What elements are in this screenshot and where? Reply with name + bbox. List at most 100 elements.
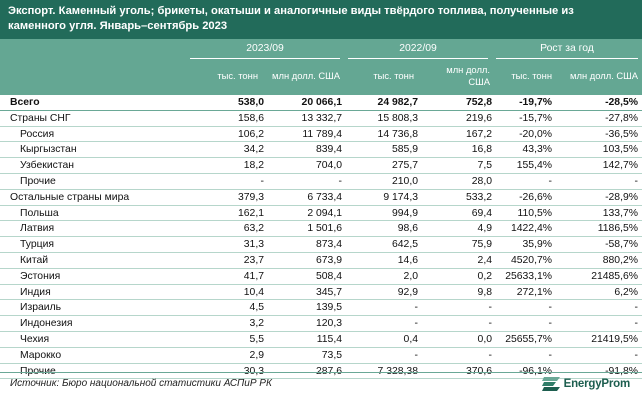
table-cell: 92,9 [397, 286, 418, 298]
row-label: Остальные страны мира [10, 191, 130, 203]
table-cell: 2 094,1 [307, 207, 342, 219]
table-cell: 98,6 [397, 223, 418, 235]
unit-header: тыс. тонн [373, 70, 414, 81]
row-label: Латвия [20, 223, 55, 235]
table-cell: 13 332,7 [301, 112, 342, 124]
table-cell: 0,2 [477, 270, 492, 282]
table-cell: 14,6 [397, 254, 418, 266]
table-cell: 4,5 [249, 302, 264, 314]
table-row: Всего 20 066,1 538,0 24 982,7 752,8 -19,7% -28… [0, 95, 642, 111]
table-cell: - [488, 318, 492, 330]
table-cell: 5,5 [249, 333, 264, 345]
table-cell: 110,5% [517, 207, 552, 219]
table-cell: 9 174,3 [383, 191, 418, 203]
table-cell: 880,2% [602, 254, 638, 266]
table-cell: 994,9 [391, 207, 418, 219]
row-label: Индонезия [20, 318, 73, 330]
table-row: Прочие - - 210,0 28,0 - - [0, 174, 642, 190]
header-rule [190, 58, 340, 59]
table-cell: 873,4 [315, 239, 342, 251]
table-cell: 25655,7% [505, 333, 552, 345]
table-cell: 139,5 [315, 302, 342, 314]
table-cell: 4,9 [477, 223, 492, 235]
table-cell: -20,0% [519, 128, 552, 140]
table-row: Прочие 287,6 30,3 7 328,38 370,6 -96,1% -91,8% [0, 364, 642, 380]
table-cell: 3,2 [249, 318, 264, 330]
table-cell: - [548, 349, 552, 361]
table-row: Узбекистан 704,0 18,2 275,7 7,5 155,4% 142,7% [0, 158, 642, 174]
unit-header: млн долл. США [446, 64, 490, 87]
table-cell: 142,7% [602, 160, 638, 172]
table-cell: 69,4 [471, 207, 492, 219]
table-cell: 10,4 [243, 286, 264, 298]
table-row: Марокко 73,5 2,9 - - - - [0, 348, 642, 364]
table-cell: 704,0 [315, 160, 342, 172]
table-cell: 41,7 [243, 270, 264, 282]
table-row: Латвия 1 501,6 63,2 98,6 4,9 1422,4% 1186,5% [0, 221, 642, 238]
table-cell: -58,7% [605, 239, 638, 251]
table-cell: 73,5 [321, 349, 342, 361]
table-row: Индия 345,7 10,4 92,9 9,8 272,1% 6,2% [0, 285, 642, 301]
table-cell: 370,6 [465, 365, 492, 377]
row-label: Россия [20, 128, 55, 140]
table-cell: - [548, 175, 552, 187]
table-title: Экспорт. Каменный уголь; брикеты, окатыш… [0, 0, 642, 39]
table-cell: 673,9 [315, 254, 342, 266]
table-cell: 34,2 [243, 144, 264, 156]
table-cell: 219,6 [465, 112, 492, 124]
row-label: Израиль [20, 302, 62, 314]
unit-header: млн долл. США [570, 70, 638, 81]
row-label: Польша [20, 207, 59, 219]
table-cell: 14 736,8 [377, 128, 418, 140]
table-cell: 7,5 [477, 160, 492, 172]
table-row: Турция 873,4 31,3 642,5 75,9 35,9% -58,7% [0, 237, 642, 253]
table-row: Кыргызстан 839,4 34,2 585,9 16,8 43,3% 103,5% [0, 142, 642, 159]
table-cell: 839,4 [315, 144, 342, 156]
table-cell: -96,1% [519, 365, 552, 377]
table-cell: 15 808,3 [377, 112, 418, 124]
header-rule [348, 58, 488, 59]
row-label: Прочие [20, 175, 56, 187]
logo-text: EnergyProm [563, 378, 631, 390]
header-rule [496, 58, 638, 59]
table-cell: 1186,5% [597, 223, 638, 235]
table-cell: 35,9% [522, 239, 552, 251]
row-label: Страны СНГ [10, 112, 71, 124]
table-cell: 28,0 [471, 175, 492, 187]
table-cell: 24 982,7 [377, 97, 418, 108]
table-cell: 18,2 [243, 160, 264, 172]
table-cell: 1422,4% [510, 223, 552, 235]
period-header-2023: 2023/09 [246, 43, 284, 54]
table-cell: - [634, 349, 638, 361]
footer: Источник: Бюро национальной статистики А… [0, 372, 642, 400]
table-cell: - [414, 349, 418, 361]
table-cell: 2,0 [403, 270, 418, 282]
table-row: Польша 2 094,1 162,1 994,9 69,4 110,5% 133,7% [0, 206, 642, 222]
table-cell: 642,5 [391, 239, 418, 251]
table-cell: - [414, 318, 418, 330]
table-row: Эстония 508,4 41,7 2,0 0,2 25633,1% 21485,6% [0, 269, 642, 285]
table-cell: 6 733,4 [307, 191, 342, 203]
table-cell: 533,2 [465, 191, 492, 203]
source-note: Источник: Бюро национальной статистики А… [10, 378, 272, 389]
table-cell: -19,7% [519, 97, 552, 108]
table-cell: 103,5% [602, 144, 638, 156]
table-cell: 9,8 [477, 286, 492, 298]
table-row: Россия 11 789,4 106,2 14 736,8 167,2 -20,0% -3… [0, 127, 642, 143]
table-row: Остальные страны мира 6 733,4 379,3 9 174,3… [0, 190, 642, 206]
period-header-growth: Рост за год [540, 43, 594, 54]
table-cell: 158,6 [237, 112, 264, 124]
table-cell: - [414, 302, 418, 314]
table-cell: 155,4% [516, 160, 552, 172]
table-cell: -91,8% [605, 365, 638, 377]
table-cell: 508,4 [315, 270, 342, 282]
table-cell: 30,3 [243, 365, 264, 377]
table-cell: 23,7 [243, 254, 264, 266]
table-cell: 167,2 [465, 128, 492, 140]
table-cell: -36,5% [605, 128, 638, 140]
unit-header: тыс. тонн [217, 70, 258, 81]
table-cell: - [260, 175, 264, 187]
row-label: Турция [20, 239, 55, 251]
table-cell: 272,1% [516, 286, 552, 298]
table-cell: - [488, 302, 492, 314]
